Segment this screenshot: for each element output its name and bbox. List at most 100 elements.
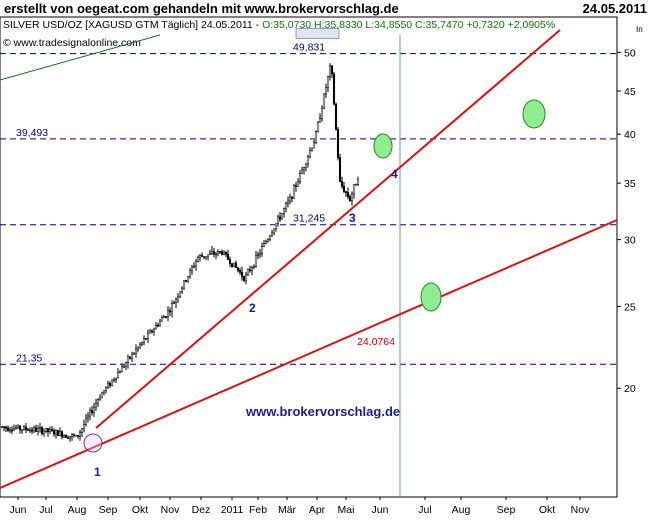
candle-body [256,253,260,256]
candle-body [192,265,196,268]
candle-body [214,253,218,256]
candle-body [328,65,332,77]
candle-body [172,302,176,305]
candle-body [90,410,94,413]
candle-body [320,107,324,119]
candle-body [240,271,244,277]
level-lines: 49,831 39,493 31,245 21,35 [0,28,617,497]
candle-body [352,184,356,195]
candle-body [248,269,252,272]
candle-body [314,131,318,143]
candle-body [284,203,288,209]
candle-body [212,251,216,255]
candle-body [86,415,90,419]
candle-body [154,324,158,330]
candle-body [206,254,210,257]
candle-body [134,348,138,354]
candle-body [224,251,228,255]
candle-body [270,232,274,237]
x-tick-label: 2011 [221,504,244,516]
candle-body [350,193,354,202]
candle-body [118,371,122,374]
x-tick-label: Apr [309,504,326,516]
candle-body [130,353,134,359]
plot-frame [0,16,618,498]
candle-body [330,65,334,75]
instrument-name: SILVER USD/OZ [XAGUSD GTM Täglich] 24.05… [3,19,262,31]
candle-body [236,267,240,271]
y-tick-label: 25 [624,301,636,313]
candle-body [44,428,48,432]
candle-body [306,156,310,165]
candle-body [278,216,282,220]
candle-body [174,298,178,304]
candle-body [38,427,42,430]
candle-body [282,208,286,214]
candle-body [264,241,268,244]
candle-body [152,328,156,333]
candle-body [62,434,66,438]
candle-body [58,431,62,436]
candle-body [114,377,118,380]
candle-body [70,434,74,437]
candle-body [210,251,214,254]
candle-body [76,434,80,437]
candle-body [100,392,104,399]
candle-body [36,428,40,432]
candle-body [324,87,328,95]
candle-body [312,142,316,149]
candle-body [46,428,50,432]
candle-body [344,191,348,193]
candle-body [234,262,238,268]
candle-body [50,429,54,431]
candle-body [20,429,24,431]
candle-body [300,169,304,174]
candle-body [218,251,222,253]
candle-body [260,246,264,254]
x-tick-label: Aug [68,504,87,516]
candle-body [54,430,58,435]
candle-body [126,356,130,364]
candle-body [232,262,236,268]
candle-body [272,228,276,234]
y-tick-label: 35 [624,178,636,190]
candle-body [310,147,314,151]
candle-body [274,223,278,230]
candle-body [336,129,340,158]
trendlines: 24,0764 [0,29,618,489]
candle-body [238,270,242,273]
candle-body [166,310,170,318]
x-tick-label: Nov [571,504,590,516]
candle-body [72,434,76,436]
candle-body [82,424,86,429]
candle-body [84,417,88,425]
candle-body [180,287,184,293]
peak-marker-box [295,28,340,39]
candle-body [202,256,206,258]
x-tick-label: Jul [39,504,52,516]
target-ellipse [420,282,442,312]
candle-body [158,320,162,326]
candle-body [316,121,320,132]
candle-body [106,383,110,388]
candle-body [308,150,312,157]
candle-body [0,426,4,428]
watermark-text: www.brokervorschlag.de [245,404,400,419]
candle-body [16,425,20,429]
candle-body [228,259,232,264]
candle-body [136,346,140,350]
level-label: 31,245 [293,213,325,225]
candle-body [280,213,284,220]
y-tick-label: 40 [624,129,636,141]
point-label: 2 [249,301,256,315]
candle-body [148,330,152,334]
candle-body [332,73,336,105]
candle-body [254,255,258,267]
candle-body [170,303,174,313]
candle-body [326,75,330,88]
lower-trendline [0,219,618,489]
x-tick-label: Okt [539,504,555,516]
corner-mark: In [636,25,643,34]
candle-body [116,372,120,379]
axes: 20 25 30 35 40 45 50 Jun Jul Aug Sep Okt Nov Dez 2011 F… [10,47,636,516]
